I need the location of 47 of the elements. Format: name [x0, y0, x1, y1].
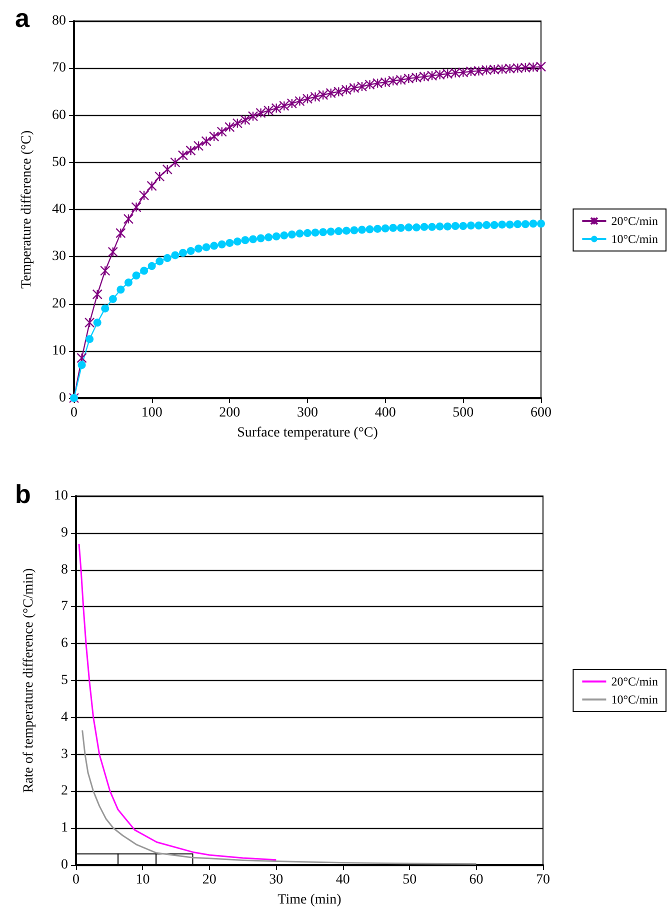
y-tick-label: 7	[61, 599, 68, 614]
legend-label: 10°C/min	[611, 232, 658, 246]
x-tick-label: 30	[269, 872, 284, 888]
x-tick-label: 50	[402, 872, 417, 888]
y-tick-label: 9	[61, 525, 68, 540]
x-tick-label: 70	[536, 872, 550, 888]
x-axis-title: Surface temperature (°C)	[237, 426, 378, 440]
y-tick-label: 0	[61, 858, 68, 872]
x-tick-label: 20	[202, 872, 216, 888]
y-tick-label: 10	[54, 488, 68, 504]
x-axis-title: Time (min)	[278, 892, 342, 908]
chart-title: b	[15, 479, 31, 509]
y-axis-title: Rate of temperature difference (°C/min)	[22, 568, 36, 793]
y-tick-label: 70	[52, 60, 66, 76]
y-tick-label: 40	[52, 202, 66, 217]
x-tick-label: 100	[141, 406, 162, 420]
x-tick-label: 10	[136, 872, 150, 888]
x-tick-label: 300	[297, 406, 318, 420]
x-tick-label: 200	[219, 406, 240, 420]
y-tick-label: 1	[61, 820, 68, 836]
x-tick-label: 60	[469, 872, 484, 888]
x-tick-label: 0	[72, 872, 80, 888]
y-tick-label: 0	[59, 390, 66, 406]
x-tick-label: 0	[70, 406, 78, 420]
y-tick-label: 2	[61, 784, 68, 799]
x-tick-label: 500	[452, 406, 474, 420]
x-tick-label: 40	[336, 872, 350, 888]
y-tick-label: 20	[52, 296, 66, 312]
legend-label: 10°C/min	[611, 692, 658, 706]
chart-title: a	[15, 3, 30, 33]
y-tick-label: 6	[61, 636, 68, 652]
line-series	[78, 543, 277, 861]
y-tick-label: 10	[52, 343, 66, 358]
y-tick-label: 4	[61, 710, 68, 725]
line-series	[82, 730, 478, 865]
legend-label: 20°C/min	[611, 674, 658, 688]
y-tick-label: 60	[52, 108, 66, 123]
x-tick-label: 400	[374, 406, 396, 420]
legend-label: 20°C/min	[611, 214, 658, 228]
x-tick-label: 600	[530, 406, 552, 420]
y-axis-title: Temperature difference (°C)	[20, 130, 34, 289]
y-tick-label: 3	[61, 746, 68, 762]
y-tick-label: 8	[61, 562, 68, 578]
y-tick-label: 30	[52, 249, 66, 264]
y-tick-label: 50	[52, 154, 66, 170]
y-tick-label: 80	[52, 14, 66, 28]
y-tick-label: 5	[61, 673, 68, 688]
